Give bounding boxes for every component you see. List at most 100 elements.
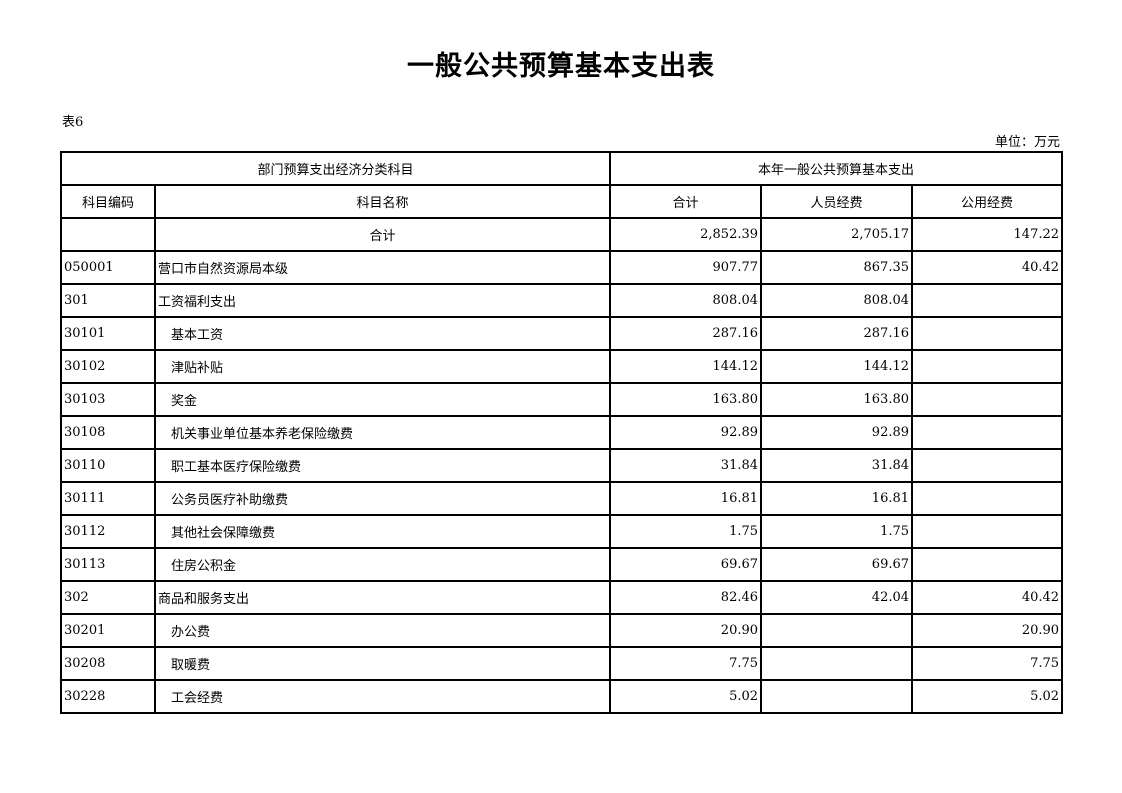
- cell-total: 907.77: [609, 250, 763, 285]
- cell-personnel: 163.80: [760, 382, 914, 417]
- col-header-name: 科目名称: [153, 184, 612, 219]
- col-header-total: 合计: [609, 184, 763, 219]
- col-header-public: 公用经费: [911, 184, 1064, 219]
- cell-code: 30110: [60, 448, 156, 483]
- cell-public: [911, 481, 1064, 516]
- cell-total: 2,852.39: [609, 217, 763, 252]
- cell-code: 30103: [60, 382, 156, 417]
- cell-code: 30201: [60, 613, 156, 648]
- cell-name: 工资福利支出: [153, 283, 612, 318]
- cell-name: 取暖费: [153, 646, 612, 681]
- cell-name: 办公费: [153, 613, 612, 648]
- table-row: 30113 住房公积金 69.67 69.67: [60, 547, 1064, 582]
- cell-code: 302: [60, 580, 156, 615]
- table-row: 30112 其他社会保障缴费 1.75 1.75: [60, 514, 1064, 549]
- cell-total: 20.90: [609, 613, 763, 648]
- cell-name: 营口市自然资源局本级: [153, 250, 612, 285]
- cell-name: 职工基本医疗保险缴费: [153, 448, 612, 483]
- table-row: 30110 职工基本医疗保险缴费 31.84 31.84: [60, 448, 1064, 483]
- cell-total: 7.75: [609, 646, 763, 681]
- col-header-code: 科目编码: [60, 184, 156, 219]
- cell-personnel: 287.16: [760, 316, 914, 351]
- cell-personnel: 808.04: [760, 283, 914, 318]
- cell-total: 82.46: [609, 580, 763, 615]
- page-title: 一般公共预算基本支出表: [407, 51, 715, 82]
- cell-personnel: [760, 646, 914, 681]
- cell-personnel: 69.67: [760, 547, 914, 582]
- cell-public: 147.22: [911, 217, 1064, 252]
- cell-public: 7.75: [911, 646, 1064, 681]
- table-row: 30102 津贴补贴 144.12 144.12: [60, 349, 1064, 384]
- table-row: 050001 营口市自然资源局本级 907.77 867.35 40.42: [60, 250, 1064, 285]
- table-row: 合计 2,852.39 2,705.17 147.22: [60, 217, 1064, 252]
- cell-total: 287.16: [609, 316, 763, 351]
- table-number: 表6: [62, 115, 84, 130]
- cell-personnel: [760, 613, 914, 648]
- cell-personnel: 31.84: [760, 448, 914, 483]
- cell-personnel: 42.04: [760, 580, 914, 615]
- table-row: 302 商品和服务支出 82.46 42.04 40.42: [60, 580, 1064, 615]
- header-group-row: 部门预算支出经济分类科目 本年一般公共预算基本支出: [59, 151, 1064, 186]
- header-group-right: 本年一般公共预算基本支出: [609, 151, 1064, 186]
- cell-code: 30101: [60, 316, 156, 351]
- table-row: 30111 公务员医疗补助缴费 16.81 16.81: [60, 481, 1064, 516]
- cell-name: 津贴补贴: [153, 349, 612, 384]
- cell-public: [911, 547, 1064, 582]
- cell-personnel: 2,705.17: [760, 217, 914, 252]
- cell-total: 163.80: [609, 382, 763, 417]
- cell-code: 30102: [60, 349, 156, 384]
- cell-code: 30113: [60, 547, 156, 582]
- cell-public: [911, 514, 1064, 549]
- cell-public: [911, 283, 1064, 318]
- cell-name: 住房公积金: [153, 547, 612, 582]
- cell-total: 808.04: [609, 283, 763, 318]
- cell-name: 合计: [153, 217, 612, 252]
- table-row: 30108 机关事业单位基本养老保险缴费 92.89 92.89: [60, 415, 1064, 450]
- cell-total: 16.81: [609, 481, 763, 516]
- cell-total: 1.75: [609, 514, 763, 549]
- cell-public: [911, 448, 1064, 483]
- cell-public: 20.90: [911, 613, 1064, 648]
- cell-public: [911, 316, 1064, 351]
- cell-public: [911, 349, 1064, 384]
- cell-name: 奖金: [153, 382, 612, 417]
- cell-name: 工会经费: [153, 679, 612, 714]
- cell-personnel: 1.75: [760, 514, 914, 549]
- cell-public: 40.42: [911, 250, 1064, 285]
- cell-public: 5.02: [911, 679, 1064, 714]
- cell-code: 30112: [60, 514, 156, 549]
- cell-public: [911, 382, 1064, 417]
- cell-personnel: 867.35: [760, 250, 914, 285]
- cell-public: [911, 415, 1064, 450]
- table-row: 30101 基本工资 287.16 287.16: [60, 316, 1064, 351]
- cell-personnel: 16.81: [760, 481, 914, 516]
- table-row: 30228 工会经费 5.02 5.02: [60, 679, 1064, 714]
- cell-total: 144.12: [609, 349, 763, 384]
- cell-code: 050001: [60, 250, 156, 285]
- cell-total: 5.02: [609, 679, 763, 714]
- table-row: 30201 办公费 20.90 20.90: [60, 613, 1064, 648]
- cell-public: 40.42: [911, 580, 1064, 615]
- header-columns-row: 科目编码 科目名称 合计 人员经费 公用经费: [60, 184, 1064, 219]
- cell-code: 30228: [60, 679, 156, 714]
- cell-code: 30111: [60, 481, 156, 516]
- table-row: 301 工资福利支出 808.04 808.04: [60, 283, 1064, 318]
- budget-table: 部门预算支出经济分类科目 本年一般公共预算基本支出 科目编码 科目名称 合计 人…: [59, 151, 1064, 714]
- cell-personnel: 144.12: [760, 349, 914, 384]
- cell-name: 商品和服务支出: [153, 580, 612, 615]
- cell-name: 公务员医疗补助缴费: [153, 481, 612, 516]
- cell-total: 31.84: [609, 448, 763, 483]
- cell-code: [60, 217, 156, 252]
- header-group-left: 部门预算支出经济分类科目: [59, 151, 612, 186]
- unit-label: 单位：万元: [994, 135, 1060, 150]
- cell-personnel: 92.89: [760, 415, 914, 450]
- cell-name: 机关事业单位基本养老保险缴费: [153, 415, 612, 450]
- cell-code: 301: [60, 283, 156, 318]
- cell-total: 92.89: [609, 415, 763, 450]
- cell-name: 基本工资: [153, 316, 612, 351]
- col-header-personnel: 人员经费: [760, 184, 914, 219]
- cell-code: 30108: [60, 415, 156, 450]
- cell-personnel: [760, 679, 914, 714]
- cell-total: 69.67: [609, 547, 763, 582]
- cell-code: 30208: [60, 646, 156, 681]
